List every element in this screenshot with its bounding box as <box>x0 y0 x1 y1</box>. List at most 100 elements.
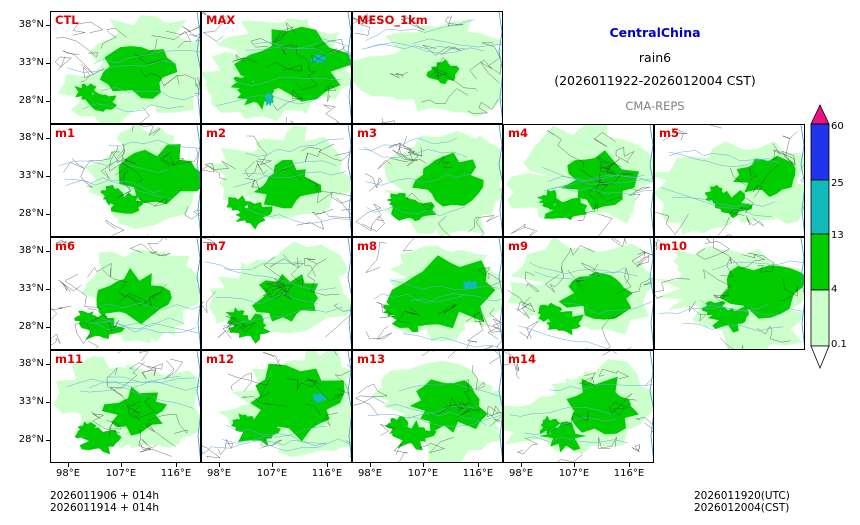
region-title: CentralChina <box>609 25 701 40</box>
colorbar-label-4: 4 <box>831 284 838 295</box>
lat-tick <box>46 251 50 252</box>
map-svg <box>353 351 502 462</box>
map-panel-m10: m10 <box>654 237 805 350</box>
map-panel-meso-1km: MESO_1km <box>352 11 503 124</box>
map-panel-m2: m2 <box>201 124 352 237</box>
source-title: CMA-REPS <box>625 99 685 113</box>
panel-label: m14 <box>508 352 536 366</box>
lon-tick-label: 116°E <box>462 468 494 479</box>
lon-tick <box>176 463 177 467</box>
colorbar-extend-top <box>810 104 830 125</box>
lat-tick-label: 28°N <box>18 208 44 219</box>
map-svg <box>202 238 351 346</box>
lat-tick-label: 28°N <box>18 434 44 445</box>
lon-tick-label: 98°E <box>206 468 232 479</box>
lat-tick <box>46 25 50 26</box>
lat-tick <box>46 214 50 215</box>
lat-tick <box>46 440 50 441</box>
panel-label: m10 <box>659 239 687 253</box>
lon-tick-label: 107°E <box>256 468 288 479</box>
lat-tick <box>46 402 50 403</box>
map-svg <box>365 238 502 349</box>
panel-label: m12 <box>206 352 234 366</box>
map-panel-m3: m3 <box>352 124 503 237</box>
map-panel-m6: m6 <box>50 237 201 350</box>
panel-label: m9 <box>508 239 528 253</box>
map-panel-m9: m9 <box>503 237 654 350</box>
lon-tick <box>121 463 122 467</box>
colorbar-segment-3 <box>810 289 830 347</box>
map-svg <box>655 238 804 349</box>
lon-tick <box>574 463 575 467</box>
lat-tick-label: 33°N <box>18 396 44 407</box>
map-svg <box>504 351 653 462</box>
lon-tick <box>478 463 479 467</box>
lon-tick <box>423 463 424 467</box>
lat-tick-label: 38°N <box>18 245 44 256</box>
colorbar-label-60: 60 <box>831 121 844 132</box>
panel-label: m13 <box>357 352 385 366</box>
map-panel-m7: m7 <box>201 237 352 350</box>
lon-tick-label: 107°E <box>105 468 137 479</box>
colorbar-segment-1 <box>810 179 830 235</box>
map-panel-m11: m11 <box>50 350 201 463</box>
panel-label: m8 <box>357 239 377 253</box>
panel-label: m5 <box>659 126 679 140</box>
panel-label: m7 <box>206 239 226 253</box>
map-panel-m4: m4 <box>503 124 654 237</box>
lon-tick <box>370 463 371 467</box>
lat-tick-label: 28°N <box>18 95 44 106</box>
map-svg <box>202 12 351 123</box>
panel-label: m6 <box>55 239 75 253</box>
map-svg <box>355 125 502 236</box>
map-panel-m8: m8 <box>352 237 503 350</box>
colorbar-segment-2 <box>810 233 830 291</box>
panel-label: CTL <box>55 13 79 27</box>
lat-tick <box>46 63 50 64</box>
panel-label: MAX <box>206 13 236 27</box>
map-panel-max: MAX <box>201 11 352 124</box>
map-svg <box>655 125 804 236</box>
map-svg <box>59 125 200 236</box>
panel-label: m4 <box>508 126 528 140</box>
variable-title: rain6 <box>638 50 672 65</box>
lon-tick <box>68 463 69 467</box>
colorbar-label-13: 13 <box>831 230 844 241</box>
map-svg <box>353 12 502 123</box>
lat-tick <box>46 289 50 290</box>
map-panel-ctl: CTL <box>50 11 201 124</box>
lat-tick-label: 28°N <box>18 321 44 332</box>
panel-label: m1 <box>55 126 75 140</box>
map-svg <box>202 125 351 236</box>
lat-tick <box>46 364 50 365</box>
map-panel-m14: m14 <box>503 350 654 463</box>
map-panel-m13: m13 <box>352 350 503 463</box>
lat-tick-label: 33°N <box>18 57 44 68</box>
lon-tick-label: 98°E <box>55 468 81 479</box>
footer-right-line1: 2026011920(UTC) <box>694 490 790 502</box>
lon-tick-label: 107°E <box>558 468 590 479</box>
lat-tick-label: 38°N <box>18 19 44 30</box>
map-panel-m12: m12 <box>201 350 352 463</box>
lon-tick <box>272 463 273 467</box>
footer-left-line1: 2026011906 + 014h <box>50 490 159 502</box>
map-panel-m1: m1 <box>50 124 201 237</box>
lon-tick-label: 116°E <box>613 468 645 479</box>
lat-tick-label: 38°N <box>18 132 44 143</box>
footer-right-line2: 2026012004(CST) <box>694 502 790 514</box>
lat-tick <box>46 101 50 102</box>
colorbar-label-25: 25 <box>831 178 844 189</box>
lon-tick <box>521 463 522 467</box>
lon-tick-label: 107°E <box>407 468 439 479</box>
colorbar-extend-bottom <box>810 345 830 370</box>
map-svg <box>202 351 351 459</box>
map-svg <box>51 238 200 349</box>
panel-label: m3 <box>357 126 377 140</box>
lon-tick <box>327 463 328 467</box>
panel-label: MESO_1km <box>357 13 428 27</box>
lat-tick-label: 33°N <box>18 283 44 294</box>
lon-tick <box>629 463 630 467</box>
lon-tick <box>219 463 220 467</box>
map-svg <box>506 238 653 349</box>
lat-tick <box>46 176 50 177</box>
